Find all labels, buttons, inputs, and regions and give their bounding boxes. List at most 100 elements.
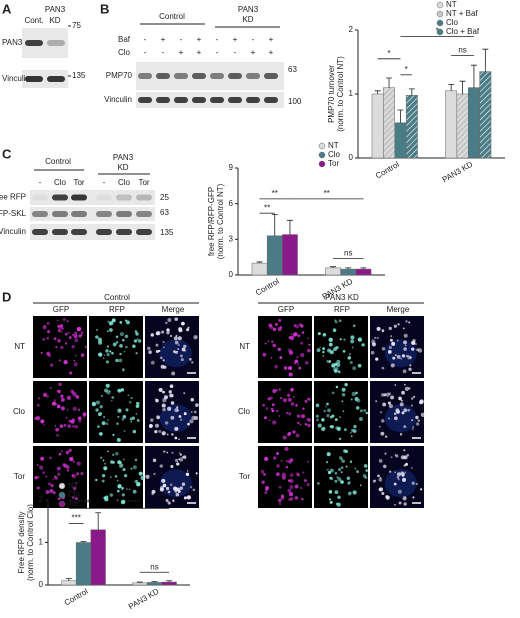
puncta: [159, 487, 164, 492]
puncta: [112, 453, 115, 456]
puncta: [195, 403, 199, 407]
puncta: [75, 498, 78, 500]
puncta: [264, 491, 268, 495]
legend-label: Clo: [328, 150, 341, 159]
puncta: [175, 334, 178, 337]
puncta: [155, 343, 159, 347]
condition-label: NT: [14, 342, 25, 351]
blot-band: [192, 97, 206, 103]
puncta: [412, 396, 415, 398]
row-label: PMP70: [106, 71, 133, 80]
puncta: [124, 334, 129, 339]
puncta: [359, 409, 363, 413]
condition-label: Baf: [118, 35, 131, 44]
puncta: [378, 425, 381, 428]
puncta: [72, 486, 77, 491]
puncta: [68, 419, 72, 423]
puncta: [403, 449, 406, 452]
puncta: [103, 415, 106, 418]
puncta: [408, 387, 411, 390]
puncta: [58, 382, 62, 386]
puncta: [322, 332, 327, 337]
puncta: [71, 424, 75, 428]
puncta: [60, 406, 65, 411]
puncta: [340, 471, 343, 474]
puncta: [40, 351, 43, 354]
puncta: [357, 363, 362, 368]
puncta: [168, 390, 172, 394]
puncta: [123, 350, 126, 353]
puncta: [71, 474, 74, 477]
condition-sign: -: [234, 48, 237, 57]
puncta: [381, 330, 384, 333]
puncta: [163, 395, 168, 400]
puncta: [127, 394, 130, 396]
puncta: [406, 354, 409, 358]
puncta: [115, 341, 119, 344]
puncta: [47, 330, 51, 334]
puncta: [136, 402, 140, 406]
significance-label: *: [436, 27, 439, 36]
puncta: [101, 479, 105, 483]
puncta: [334, 479, 338, 483]
puncta: [45, 475, 48, 478]
puncta: [337, 467, 342, 472]
puncta: [341, 459, 345, 464]
puncta: [335, 426, 339, 430]
puncta: [333, 369, 338, 373]
condition-sign: +: [251, 48, 256, 57]
puncta: [107, 450, 109, 453]
condition-sign: +: [269, 35, 274, 44]
puncta: [356, 398, 361, 403]
puncta: [268, 323, 273, 328]
legend-marker: [318, 142, 326, 150]
puncta: [119, 320, 123, 324]
puncta: [267, 340, 270, 343]
puncta: [116, 499, 119, 502]
puncta: [174, 408, 179, 413]
puncta: [48, 482, 52, 486]
puncta: [411, 419, 414, 422]
puncta: [290, 333, 293, 335]
puncta: [374, 336, 377, 340]
puncta: [334, 490, 339, 495]
puncta: [277, 347, 281, 352]
puncta: [72, 392, 77, 397]
puncta: [84, 345, 88, 349]
puncta: [95, 328, 99, 332]
puncta: [344, 382, 348, 387]
puncta: [363, 464, 368, 468]
puncta: [80, 472, 84, 476]
puncta: [78, 419, 82, 423]
puncta: [265, 407, 269, 410]
blot-band: [228, 97, 242, 103]
puncta: [136, 338, 139, 341]
error-bar: [459, 80, 466, 94]
puncta: [72, 406, 77, 411]
puncta: [278, 388, 281, 391]
puncta: [408, 367, 412, 371]
puncta: [378, 458, 383, 463]
marker: 135: [160, 228, 174, 237]
puncta: [276, 452, 279, 455]
y-tick-label: 1: [349, 89, 354, 98]
puncta: [400, 399, 403, 402]
puncta: [401, 411, 405, 415]
puncta: [401, 472, 405, 477]
puncta: [394, 471, 397, 474]
puncta: [265, 488, 268, 492]
puncta: [402, 327, 405, 330]
puncta: [112, 433, 115, 437]
significance-label: **: [324, 189, 330, 198]
puncta: [347, 356, 352, 360]
puncta: [190, 411, 193, 413]
puncta: [183, 392, 186, 395]
puncta: [80, 353, 85, 357]
puncta: [57, 389, 61, 394]
puncta: [380, 411, 382, 414]
puncta: [161, 431, 166, 436]
condition-label: NT: [239, 342, 250, 351]
puncta: [36, 403, 40, 407]
puncta: [300, 324, 304, 328]
puncta: [183, 412, 187, 416]
